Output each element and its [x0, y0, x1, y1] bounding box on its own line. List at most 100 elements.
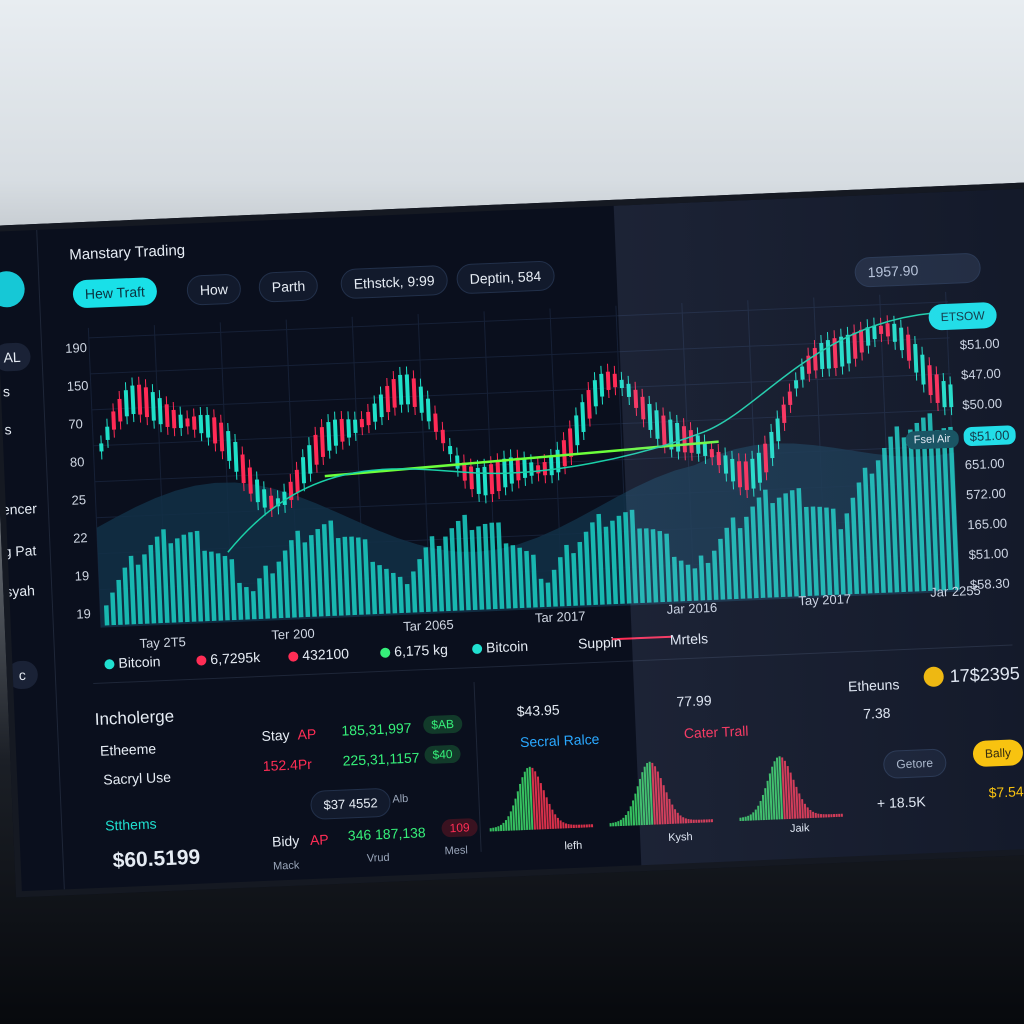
- depth-bar: [806, 807, 810, 819]
- candle-body: [906, 334, 912, 361]
- candle-body: [212, 417, 218, 444]
- depth-bar: [514, 798, 518, 831]
- candle-body: [845, 334, 851, 364]
- candle-body: [750, 458, 756, 489]
- y-axis-label: 190: [64, 339, 88, 356]
- candle-body: [529, 462, 534, 476]
- depth-bar: [509, 811, 513, 831]
- volume-bar: [750, 506, 759, 599]
- depth-bar: [622, 817, 625, 826]
- summary-name: Etheuns: [847, 676, 900, 695]
- volume-bar: [817, 506, 826, 596]
- candle-body: [574, 415, 580, 446]
- depth-bar: [687, 819, 690, 824]
- depth-bar: [759, 800, 763, 821]
- toolbar-button[interactable]: Deptin, 584: [456, 260, 555, 295]
- volume-bar: [154, 536, 163, 624]
- moving-average: [227, 311, 949, 553]
- candle-body: [619, 379, 624, 389]
- candle-body: [839, 336, 845, 367]
- sidebar-item[interactable]: encer: [1, 500, 38, 518]
- candle-body: [143, 387, 150, 418]
- candle-body: [605, 371, 611, 391]
- primary-button[interactable]: Bally: [972, 739, 1024, 768]
- depth-bar: [590, 824, 594, 828]
- candle-body: [561, 440, 567, 467]
- volume-bar: [685, 564, 692, 602]
- candle-body: [920, 354, 926, 385]
- search-field[interactable]: 1957.90: [854, 252, 982, 288]
- sidebar-item[interactable]: s: [2, 383, 11, 400]
- y-axis-label: 165.00: [967, 515, 1008, 533]
- candle-body: [865, 327, 871, 346]
- candle-body: [240, 454, 246, 484]
- toolbar-button[interactable]: Parth: [258, 270, 319, 303]
- y-axis-label: 22: [72, 530, 88, 546]
- volume-bar: [257, 578, 264, 620]
- candle-body: [313, 434, 319, 465]
- depth-bar: [835, 813, 838, 818]
- candle-body: [366, 411, 371, 426]
- candle-body: [495, 461, 501, 492]
- depth-bar: [643, 766, 649, 825]
- depth-bar: [564, 823, 568, 829]
- depth-bar: [792, 779, 797, 819]
- y-axis-label: 150: [66, 377, 89, 394]
- volume-bar: [901, 437, 913, 592]
- candle-body: [411, 378, 417, 408]
- candle-body: [781, 404, 787, 424]
- volume-bar: [810, 506, 819, 596]
- order-value: 346 187,138: [347, 824, 426, 844]
- candle-body: [398, 374, 404, 405]
- volume-bar: [455, 520, 465, 611]
- depth-bar: [609, 823, 612, 827]
- depth-bar: [619, 819, 623, 827]
- candle-body: [730, 458, 736, 482]
- action-button[interactable]: ETSOW: [928, 301, 998, 331]
- candle-body: [136, 384, 143, 415]
- toolbar-button[interactable]: Hew Traft: [72, 277, 158, 309]
- depth-bar: [536, 776, 542, 830]
- sidebar-item[interactable]: g Pat: [3, 542, 37, 560]
- candle-body: [99, 443, 104, 452]
- sidebar-item[interactable]: s: [4, 421, 12, 438]
- amount-input[interactable]: $37 4552: [309, 787, 392, 820]
- sidebar-item[interactable]: syah: [4, 582, 36, 600]
- depth-bar: [519, 783, 523, 831]
- toolbar-button[interactable]: How: [186, 273, 242, 306]
- volume-bar: [650, 529, 659, 603]
- candle-body: [675, 422, 681, 452]
- candle-body: [812, 347, 818, 371]
- volume-bar: [776, 497, 786, 598]
- depth-bar: [648, 761, 654, 825]
- candle-body: [378, 394, 384, 418]
- candle-body: [661, 415, 667, 446]
- candle-body: [647, 403, 653, 431]
- order-side: AP: [297, 725, 317, 743]
- candle-body: [433, 413, 439, 432]
- depth-bar: [521, 777, 526, 831]
- depth-bar: [585, 824, 588, 828]
- candle-body: [793, 380, 799, 389]
- volume-bar: [671, 556, 679, 602]
- depth-bar: [502, 822, 505, 831]
- depth-bar: [507, 816, 510, 831]
- toolbar-button[interactable]: Ethstck, 9:99: [340, 264, 449, 300]
- candle-body: [626, 383, 632, 398]
- volume-bar: [142, 554, 150, 624]
- depth-bar: [739, 817, 742, 822]
- y-axis-label: $47.00: [960, 365, 1002, 383]
- volume-bar: [517, 547, 525, 609]
- depth-bar: [812, 811, 815, 819]
- volume-bar: [342, 536, 351, 616]
- volume-bar: [335, 537, 344, 616]
- summary-fee: $7.54: [988, 783, 1024, 801]
- secondary-button[interactable]: Getore: [882, 748, 947, 779]
- candle-body: [130, 385, 136, 415]
- order-side: AP: [309, 831, 330, 849]
- volume-bar: [122, 567, 130, 625]
- depth-bar: [695, 819, 698, 823]
- volume-bar: [417, 559, 424, 613]
- volume-bar: [705, 562, 712, 601]
- depth-bar: [638, 778, 643, 826]
